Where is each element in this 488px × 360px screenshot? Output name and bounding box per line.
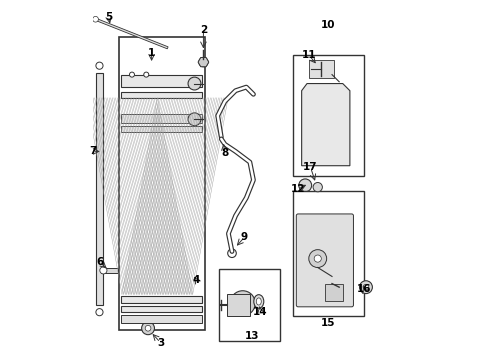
Circle shape [308, 249, 326, 267]
Circle shape [93, 17, 98, 22]
Circle shape [96, 309, 103, 316]
Circle shape [312, 183, 322, 192]
Circle shape [230, 291, 255, 316]
Circle shape [96, 62, 103, 69]
Circle shape [145, 325, 151, 331]
Ellipse shape [253, 295, 263, 308]
Polygon shape [198, 58, 208, 67]
Bar [121, 75, 202, 87]
Circle shape [129, 72, 134, 77]
Text: 9: 9 [241, 232, 247, 242]
Circle shape [316, 104, 325, 113]
Circle shape [310, 98, 331, 119]
Circle shape [227, 249, 236, 257]
Text: 1: 1 [148, 48, 155, 58]
Circle shape [359, 281, 372, 294]
Circle shape [198, 58, 207, 67]
Bar [101, 267, 118, 273]
Bar [119, 37, 205, 330]
Bar [121, 315, 202, 323]
Circle shape [143, 72, 148, 77]
Text: 11: 11 [301, 50, 315, 60]
Circle shape [313, 255, 321, 262]
Text: 7: 7 [89, 147, 96, 157]
FancyBboxPatch shape [296, 214, 353, 307]
Text: 16: 16 [356, 284, 371, 294]
Bar [308, 60, 333, 78]
Bar [324, 284, 342, 301]
Text: 17: 17 [303, 162, 317, 172]
Circle shape [363, 284, 368, 290]
Circle shape [188, 113, 201, 126]
Circle shape [142, 322, 154, 335]
Bar [219, 269, 280, 341]
Bar [121, 306, 202, 312]
Bar [292, 55, 364, 176]
Bar [292, 191, 364, 316]
Bar [96, 73, 102, 305]
Bar [121, 93, 202, 98]
Text: 8: 8 [221, 148, 228, 158]
Text: 14: 14 [253, 307, 267, 317]
Text: 5: 5 [105, 13, 112, 22]
Circle shape [236, 297, 248, 310]
Text: 2: 2 [200, 25, 206, 35]
Text: 6: 6 [96, 257, 103, 267]
Polygon shape [301, 84, 349, 166]
Circle shape [188, 77, 201, 90]
FancyArrow shape [95, 18, 168, 49]
Text: 15: 15 [321, 318, 335, 328]
Bar [121, 296, 202, 303]
Circle shape [298, 179, 311, 192]
Bar [121, 126, 202, 132]
Ellipse shape [256, 298, 261, 305]
Bar [121, 114, 202, 123]
Text: 10: 10 [321, 19, 335, 30]
Circle shape [100, 267, 107, 274]
Text: 4: 4 [192, 275, 200, 285]
Text: 13: 13 [244, 332, 258, 342]
Text: 3: 3 [157, 338, 164, 347]
Bar [226, 294, 249, 316]
Text: 12: 12 [290, 184, 305, 194]
